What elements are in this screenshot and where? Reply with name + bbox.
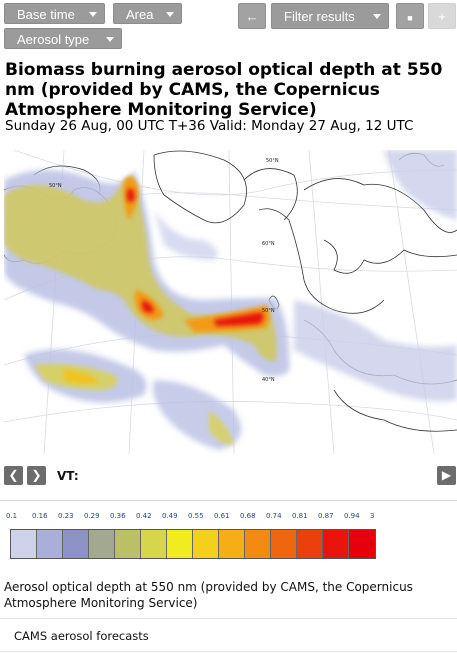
- aerosol-type-dropdown[interactable]: Aerosol type: [4, 28, 122, 49]
- legend-tick-label: 0.42: [136, 512, 152, 520]
- legend-tick-label: 0.94: [344, 512, 360, 520]
- toolbar: Base time Area ← Filter results ■ + Aero…: [0, 0, 457, 52]
- base-time-dropdown[interactable]: Base time: [4, 3, 105, 24]
- chevron-down-icon: [106, 37, 114, 42]
- legend-tick-label: 0.81: [292, 512, 308, 520]
- legend-swatch: [193, 530, 219, 558]
- legend-tick-label: 0.68: [240, 512, 256, 520]
- legend-tick-label: 0.49: [162, 512, 178, 520]
- legend-tick-label: 0.55: [188, 512, 204, 520]
- chevron-left-icon: ❮: [8, 468, 19, 482]
- chevron-down-icon: [373, 14, 381, 19]
- footer-section: CAMS aerosol forecasts: [0, 618, 457, 652]
- play-button[interactable]: ▶: [437, 466, 456, 485]
- legend-tick-label: 0.74: [266, 512, 282, 520]
- back-arrow-icon: ←: [245, 9, 259, 24]
- map-canvas: 50°N 50°N 60°N 50°N 40°N: [4, 150, 457, 454]
- legend-swatch: [349, 530, 375, 558]
- time-navigation: ❮ ❯ VT: ▶: [0, 466, 457, 488]
- legend-swatch: [141, 530, 167, 558]
- legend-swatch: [89, 530, 115, 558]
- aerosol-plume-peak: [127, 188, 264, 326]
- legend-tick-label: 0.1: [6, 512, 18, 520]
- print-icon: ■: [407, 13, 413, 23]
- legend-tick-label: 0.87: [318, 512, 334, 520]
- page-title: Biomass burning aerosol optical depth at…: [5, 60, 443, 120]
- previous-step-button[interactable]: ❮: [4, 466, 23, 485]
- forecast-time-subtitle: Sunday 26 Aug, 00 UTC T+36 Valid: Monday…: [5, 118, 414, 134]
- lat-label: 50°N: [262, 308, 275, 314]
- lat-label: 50°N: [266, 158, 279, 164]
- filter-results-dropdown[interactable]: Filter results: [271, 3, 389, 29]
- legend-swatch: [115, 530, 141, 558]
- aerosol-type-label: Aerosol type: [17, 32, 90, 47]
- chevron-right-icon: ❯: [31, 468, 42, 482]
- chevron-down-icon: [166, 12, 174, 17]
- legend-tick-label: 0.23: [58, 512, 74, 520]
- legend-tick-label: 3: [370, 512, 375, 520]
- map-caption: Aerosol optical depth at 550 nm (provide…: [4, 580, 413, 610]
- legend-swatch: [11, 530, 37, 558]
- legend-tick-label: 0.16: [32, 512, 48, 520]
- color-scale-legend: 0.1 0.16 0.23 0.29 0.36 0.42 0.49 0.55 0.61 0.68 0…: [0, 512, 457, 564]
- legend-tick-label: 0.61: [214, 512, 230, 520]
- play-icon: ▶: [441, 468, 452, 482]
- add-button[interactable]: +: [428, 3, 456, 29]
- legend-tick-label: 0.36: [110, 512, 126, 520]
- divider: [0, 500, 457, 501]
- plus-icon: +: [438, 9, 446, 24]
- legend-color-bar: [10, 529, 376, 559]
- legend-ticks: 0.1 0.16 0.23 0.29 0.36 0.42 0.49 0.55 0.61 0.68 0…: [0, 512, 457, 524]
- legend-swatch: [167, 530, 193, 558]
- lat-label: 60°N: [262, 241, 275, 247]
- back-button[interactable]: ←: [238, 3, 266, 29]
- next-step-button[interactable]: ❯: [27, 466, 46, 485]
- latitude-labels: 50°N 50°N 60°N 50°N 40°N: [49, 158, 279, 383]
- legend-swatch: [219, 530, 245, 558]
- filter-results-label: Filter results: [284, 9, 355, 24]
- lat-label: 40°N: [262, 377, 275, 383]
- legend-swatch: [37, 530, 63, 558]
- area-dropdown[interactable]: Area: [113, 3, 182, 24]
- base-time-label: Base time: [17, 7, 75, 22]
- footer-label: CAMS aerosol forecasts: [14, 629, 149, 643]
- legend-swatch: [323, 530, 349, 558]
- legend-swatch: [63, 530, 89, 558]
- legend-swatch: [297, 530, 323, 558]
- chevron-down-icon: [89, 12, 97, 17]
- lat-label: 50°N: [49, 183, 62, 189]
- legend-swatch: [245, 530, 271, 558]
- legend-tick-label: 0.29: [84, 512, 100, 520]
- valid-time-label: VT:: [57, 469, 79, 483]
- area-label: Area: [126, 7, 154, 22]
- print-button[interactable]: ■: [396, 3, 424, 29]
- legend-swatch: [271, 530, 297, 558]
- forecast-map[interactable]: 50°N 50°N 60°N 50°N 40°N: [4, 150, 457, 454]
